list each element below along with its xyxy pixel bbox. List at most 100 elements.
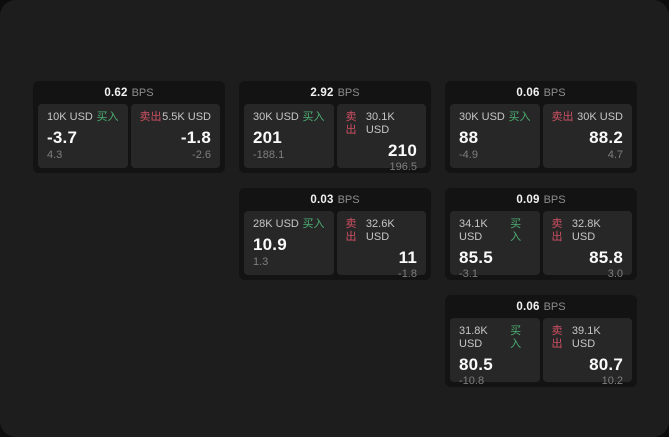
buy-panel-top: 10K USD 买入 bbox=[47, 111, 119, 124]
sell-amount: 39.1K USD bbox=[571, 325, 601, 350]
buy-price: 85.5 bbox=[459, 248, 493, 267]
bps-header: 0.06 BPS bbox=[450, 295, 632, 318]
sell-price: 210 bbox=[388, 141, 417, 160]
buy-panel[interactable]: 28K USD 买入 10.9 1.3 bbox=[244, 211, 334, 275]
buy-amount: 10K USD bbox=[47, 111, 93, 123]
sell-price: -1.8 bbox=[180, 128, 211, 147]
buy-price: 201 bbox=[253, 128, 282, 147]
sell-side-label: 卖出 bbox=[551, 111, 574, 123]
quote-grid: 0.62 BPS 10K USD 买入 -3.7 4.3 卖出 5.5K USD bbox=[33, 81, 637, 387]
bps-value: 2.92 bbox=[310, 86, 334, 99]
buy-amount: 28K USD bbox=[253, 218, 299, 230]
buy-side-label: 买入 bbox=[302, 218, 325, 230]
sell-side-label: 卖出 bbox=[139, 111, 162, 123]
buy-side-label: 买入 bbox=[508, 111, 531, 123]
buy-side-label: 买入 bbox=[96, 111, 119, 123]
buy-amount: 30K USD bbox=[459, 111, 505, 123]
sell-panel-top: 卖出 5.5K USD bbox=[140, 111, 212, 124]
buy-panel[interactable]: 30K USD 买入 88 -4.9 bbox=[450, 104, 540, 168]
side-panels: 28K USD 买入 10.9 1.3 卖出 32.6K USD 11 -1.8 bbox=[244, 211, 426, 280]
buy-amount: 30K USD bbox=[253, 111, 299, 123]
sell-delta: 4.7 bbox=[607, 149, 623, 161]
sell-panel-top: 卖出 30K USD bbox=[552, 111, 624, 124]
bps-unit: BPS bbox=[131, 86, 154, 99]
side-panels: 30K USD 买入 88 -4.9 卖出 30K USD 88.2 4.7 bbox=[450, 104, 632, 168]
bps-header: 0.62 BPS bbox=[38, 81, 220, 104]
buy-price: -3.7 bbox=[47, 128, 78, 147]
buy-panel[interactable]: 34.1K USD 买入 85.5 -3.1 bbox=[450, 211, 540, 280]
sell-panel-top: 卖出 32.6K USD bbox=[346, 218, 418, 244]
quote-card: 0.03 BPS 28K USD 买入 10.9 1.3 卖出 32.6K US… bbox=[239, 188, 431, 280]
side-panels: 31.8K USD 买入 80.5 -10.8 卖出 39.1K USD 80.… bbox=[450, 318, 632, 387]
quote-card: 0.06 BPS 30K USD 买入 88 -4.9 卖出 30K USD bbox=[445, 81, 637, 173]
bps-header: 0.03 BPS bbox=[244, 188, 426, 211]
buy-delta: 1.3 bbox=[253, 256, 269, 268]
buy-panel-top: 30K USD 买入 bbox=[253, 111, 325, 124]
sell-panel[interactable]: 卖出 39.1K USD 80.7 10.2 bbox=[542, 318, 632, 387]
sell-price: 80.7 bbox=[589, 355, 623, 374]
buy-price: 80.5 bbox=[459, 355, 493, 374]
sell-price: 11 bbox=[398, 248, 417, 267]
sell-delta: 196.5 bbox=[389, 161, 417, 173]
buy-panel[interactable]: 10K USD 买入 -3.7 4.3 bbox=[38, 104, 128, 168]
buy-delta: -10.8 bbox=[459, 375, 485, 387]
bps-unit: BPS bbox=[543, 86, 566, 99]
buy-delta: -3.1 bbox=[459, 268, 478, 280]
quote-card: 0.62 BPS 10K USD 买入 -3.7 4.3 卖出 5.5K USD bbox=[33, 81, 225, 173]
side-panels: 34.1K USD 买入 85.5 -3.1 卖出 32.8K USD 85.8… bbox=[450, 211, 632, 280]
buy-panel-top: 34.1K USD 买入 bbox=[459, 218, 531, 244]
sell-side-label: 卖出 bbox=[345, 111, 357, 136]
buy-amount: 34.1K USD bbox=[459, 218, 488, 243]
buy-side-label: 买入 bbox=[510, 218, 522, 243]
buy-panel-top: 30K USD 买入 bbox=[459, 111, 531, 124]
bps-value: 0.09 bbox=[516, 193, 540, 206]
buy-price: 10.9 bbox=[253, 235, 287, 254]
sell-delta: -1.8 bbox=[398, 268, 417, 280]
buy-delta: 4.3 bbox=[47, 149, 63, 161]
sell-panel-top: 卖出 30.1K USD bbox=[346, 111, 418, 137]
sell-price: 85.8 bbox=[589, 248, 623, 267]
quote-card: 2.92 BPS 30K USD 买入 201 -188.1 卖出 30.1K … bbox=[239, 81, 431, 173]
buy-side-label: 买入 bbox=[302, 111, 325, 123]
buy-side-label: 买入 bbox=[510, 325, 522, 350]
bps-unit: BPS bbox=[337, 86, 360, 99]
sell-panel[interactable]: 卖出 30.1K USD 210 196.5 bbox=[336, 104, 426, 173]
sell-side-label: 卖出 bbox=[345, 218, 357, 243]
bps-value: 0.03 bbox=[310, 193, 334, 206]
buy-delta: -4.9 bbox=[459, 149, 478, 161]
sell-panel-top: 卖出 39.1K USD bbox=[552, 325, 624, 351]
buy-amount: 31.8K USD bbox=[459, 325, 488, 350]
sell-delta: 3.0 bbox=[607, 268, 623, 280]
buy-delta: -188.1 bbox=[253, 149, 285, 161]
sell-panel-top: 卖出 32.8K USD bbox=[552, 218, 624, 244]
buy-panel[interactable]: 31.8K USD 买入 80.5 -10.8 bbox=[450, 318, 540, 387]
sell-amount: 32.6K USD bbox=[365, 218, 395, 243]
bps-value: 0.06 bbox=[516, 86, 540, 99]
sell-price: 88.2 bbox=[589, 128, 623, 147]
bps-value: 0.06 bbox=[516, 300, 540, 313]
sell-amount: 5.5K USD bbox=[162, 111, 211, 123]
quote-card: 0.06 BPS 31.8K USD 买入 80.5 -10.8 卖出 39.1… bbox=[445, 295, 637, 387]
bps-unit: BPS bbox=[337, 193, 360, 206]
sell-amount: 32.8K USD bbox=[571, 218, 601, 243]
sell-panel[interactable]: 卖出 5.5K USD -1.8 -2.6 bbox=[130, 104, 220, 168]
sell-amount: 30K USD bbox=[577, 111, 623, 123]
side-panels: 10K USD 买入 -3.7 4.3 卖出 5.5K USD -1.8 -2.… bbox=[38, 104, 220, 168]
buy-panel-top: 31.8K USD 买入 bbox=[459, 325, 531, 351]
quote-card: 0.09 BPS 34.1K USD 买入 85.5 -3.1 卖出 32.8K… bbox=[445, 188, 637, 280]
sell-amount: 30.1K USD bbox=[365, 111, 395, 136]
sell-panel[interactable]: 卖出 32.6K USD 11 -1.8 bbox=[336, 211, 426, 280]
bps-unit: BPS bbox=[543, 300, 566, 313]
sell-delta: 10.2 bbox=[601, 375, 623, 387]
bps-header: 0.09 BPS bbox=[450, 188, 632, 211]
bps-unit: BPS bbox=[543, 193, 566, 206]
sell-side-label: 卖出 bbox=[551, 325, 563, 350]
sell-side-label: 卖出 bbox=[551, 218, 563, 243]
sell-panel[interactable]: 卖出 30K USD 88.2 4.7 bbox=[542, 104, 632, 168]
buy-panel[interactable]: 30K USD 买入 201 -188.1 bbox=[244, 104, 334, 168]
buy-panel-top: 28K USD 买入 bbox=[253, 218, 325, 231]
bps-header: 2.92 BPS bbox=[244, 81, 426, 104]
bps-value: 0.62 bbox=[104, 86, 128, 99]
sell-panel[interactable]: 卖出 32.8K USD 85.8 3.0 bbox=[542, 211, 632, 280]
